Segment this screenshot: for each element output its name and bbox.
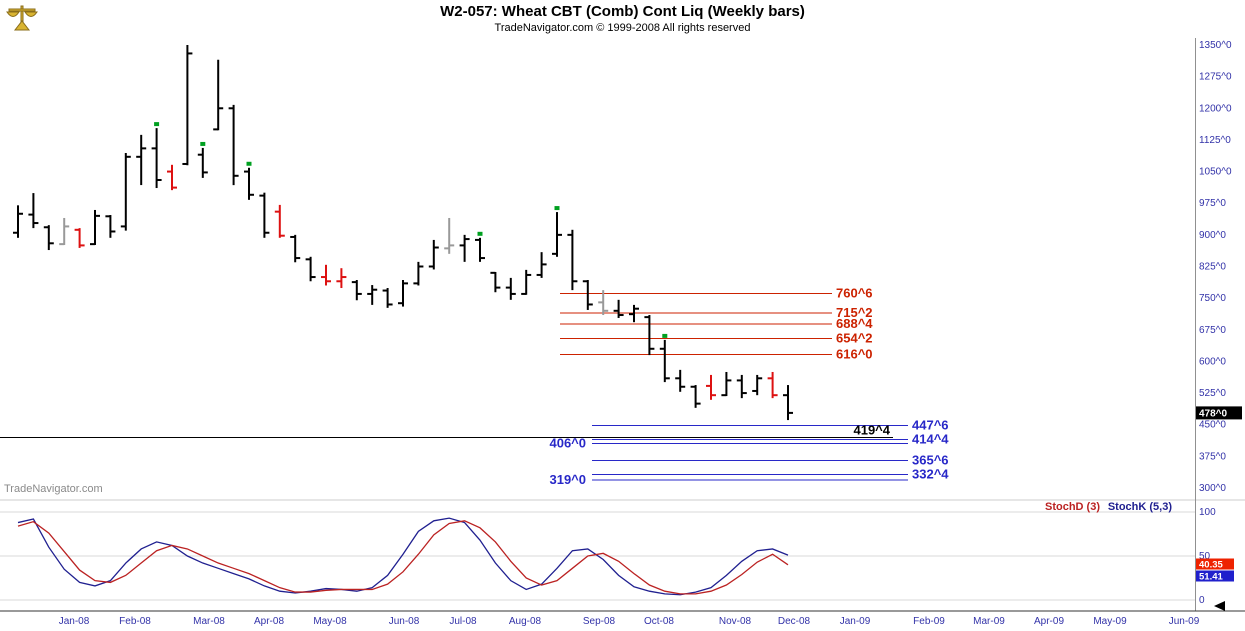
month-label: Jul-08: [449, 616, 477, 627]
price-tick-label: 300^0: [1199, 483, 1226, 494]
stochk-value-badge: [1196, 570, 1234, 582]
signal-marker: [477, 231, 483, 236]
stoch-tick-label: 50: [1199, 551, 1211, 562]
month-label: Jan-09: [840, 616, 871, 627]
price-tick-label: 1275^0: [1199, 72, 1232, 83]
month-label: Feb-08: [119, 616, 151, 627]
stochd-value: 40.35: [1199, 560, 1223, 571]
price-tick-label: 1050^0: [1199, 167, 1232, 178]
last-price-badge: [1196, 406, 1242, 420]
pivot-label: 419^4: [853, 423, 890, 438]
stochd-value-badge: [1196, 558, 1234, 570]
month-label: Apr-08: [254, 616, 284, 627]
signal-marker: [662, 333, 668, 338]
signal-marker: [154, 122, 160, 127]
signal-marker: [200, 141, 206, 146]
stochd-legend: StochD (3): [1045, 501, 1100, 513]
price-tick-label: 1125^0: [1199, 135, 1231, 146]
stochk-line: [17, 517, 789, 596]
month-label: Feb-09: [913, 616, 945, 627]
support-label: 406^0: [549, 435, 586, 450]
stochd-line: [17, 520, 789, 595]
month-label: Oct-08: [644, 616, 674, 627]
month-label: Sep-08: [583, 616, 616, 627]
month-label: Jan-08: [59, 616, 90, 627]
chart-title: W2-057: Wheat CBT (Comb) Cont Liq (Weekl…: [440, 3, 805, 20]
price-tick-label: 1350^0: [1199, 40, 1232, 51]
month-label: Mar-08: [193, 616, 225, 627]
price-tick-label: 825^0: [1199, 262, 1226, 273]
resistance-label: 688^4: [836, 316, 873, 331]
price-tick-label: 600^0: [1199, 356, 1226, 367]
price-tick-label: 450^0: [1199, 420, 1226, 431]
stoch-tick-label: 0: [1199, 595, 1205, 606]
price-tick-label: 900^0: [1199, 230, 1226, 241]
support-label: 319^0: [549, 472, 586, 487]
stochk-value: 51.41: [1199, 572, 1223, 583]
support-label: 447^6: [912, 418, 949, 433]
price-tick-label: 975^0: [1199, 198, 1226, 209]
month-label: Jun-08: [389, 616, 420, 627]
month-label: Nov-08: [719, 616, 752, 627]
price-tick-label: 375^0: [1199, 451, 1226, 462]
tradenavigator-logo: [5, 3, 39, 33]
resistance-label: 654^2: [836, 331, 873, 346]
support-label: 414^4: [912, 432, 949, 447]
scroll-left-arrow-icon[interactable]: [1214, 601, 1225, 611]
price-tick-label: 525^0: [1199, 388, 1226, 399]
stoch-tick-label: 100: [1199, 507, 1216, 518]
price-tick-label: 1200^0: [1199, 103, 1232, 114]
stochk-legend: StochK (5,3): [1108, 501, 1173, 513]
watermark: TradeNavigator.com: [4, 483, 103, 495]
last-price-label: 478^0: [1199, 408, 1228, 419]
resistance-label: 760^6: [836, 286, 873, 301]
month-label: Dec-08: [778, 616, 811, 627]
resistance-label: 616^0: [836, 347, 873, 362]
support-label: 365^6: [912, 452, 949, 467]
signal-marker: [554, 206, 560, 211]
price-tick-label: 750^0: [1199, 293, 1226, 304]
month-label: May-08: [313, 616, 347, 627]
month-label: May-09: [1093, 616, 1127, 627]
signal-marker: [246, 161, 252, 166]
month-label: Aug-08: [509, 616, 542, 627]
chart-copyright: TradeNavigator.com © 1999-2008 All right…: [494, 22, 751, 34]
resistance-label: 715^2: [836, 305, 873, 320]
month-label: Mar-09: [973, 616, 1005, 627]
month-label: Apr-09: [1034, 616, 1064, 627]
support-label: 332^4: [912, 466, 949, 481]
price-tick-label: 675^0: [1199, 325, 1226, 336]
month-label: Jun-09: [1169, 616, 1200, 627]
